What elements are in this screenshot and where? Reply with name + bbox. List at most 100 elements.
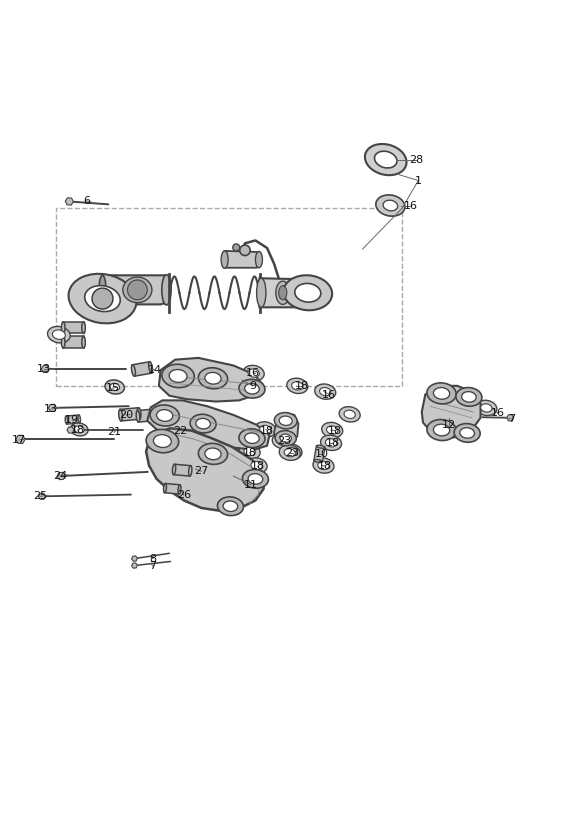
Text: 16: 16: [491, 408, 505, 418]
Ellipse shape: [164, 484, 167, 493]
Ellipse shape: [239, 428, 265, 447]
Ellipse shape: [198, 443, 227, 465]
Ellipse shape: [295, 283, 321, 302]
Ellipse shape: [189, 466, 192, 476]
Ellipse shape: [326, 426, 338, 434]
Ellipse shape: [279, 286, 287, 300]
Text: 17: 17: [12, 435, 26, 445]
Polygon shape: [138, 409, 157, 422]
Text: 10: 10: [315, 449, 329, 459]
Ellipse shape: [178, 485, 181, 494]
Ellipse shape: [128, 280, 147, 300]
Ellipse shape: [162, 274, 171, 305]
Ellipse shape: [61, 336, 65, 348]
Text: 20: 20: [119, 410, 133, 420]
Polygon shape: [57, 472, 65, 480]
Polygon shape: [164, 484, 180, 494]
Ellipse shape: [69, 274, 136, 323]
Ellipse shape: [257, 279, 266, 307]
Ellipse shape: [287, 378, 308, 394]
Ellipse shape: [365, 144, 406, 176]
Polygon shape: [48, 405, 57, 411]
Polygon shape: [159, 358, 262, 401]
Ellipse shape: [284, 448, 296, 456]
Ellipse shape: [150, 405, 180, 426]
Text: 6: 6: [83, 196, 90, 206]
Polygon shape: [67, 427, 74, 433]
Ellipse shape: [245, 383, 259, 394]
Polygon shape: [120, 408, 139, 421]
Ellipse shape: [205, 372, 221, 384]
Ellipse shape: [136, 410, 140, 422]
Text: 16: 16: [404, 200, 418, 210]
Ellipse shape: [61, 322, 65, 334]
Ellipse shape: [322, 423, 343, 438]
Polygon shape: [16, 435, 25, 443]
Ellipse shape: [105, 380, 124, 394]
Polygon shape: [174, 464, 191, 476]
Polygon shape: [224, 250, 259, 268]
Ellipse shape: [149, 362, 153, 373]
Ellipse shape: [196, 419, 210, 428]
Ellipse shape: [283, 275, 332, 311]
Ellipse shape: [314, 460, 322, 462]
Polygon shape: [507, 414, 514, 421]
Text: 9: 9: [249, 381, 256, 391]
Ellipse shape: [325, 438, 337, 447]
Ellipse shape: [255, 251, 262, 268]
Text: 13: 13: [44, 404, 58, 414]
Polygon shape: [103, 275, 167, 304]
Text: 1: 1: [415, 176, 422, 185]
Ellipse shape: [223, 501, 238, 512]
Text: 12: 12: [441, 419, 455, 430]
Text: 22: 22: [173, 426, 187, 436]
Ellipse shape: [123, 277, 152, 302]
Polygon shape: [314, 446, 325, 461]
Ellipse shape: [92, 288, 113, 309]
Ellipse shape: [476, 400, 497, 415]
Ellipse shape: [272, 433, 293, 449]
Text: 23: 23: [286, 447, 300, 457]
Ellipse shape: [173, 464, 175, 475]
Ellipse shape: [276, 281, 290, 304]
Polygon shape: [41, 365, 50, 372]
Ellipse shape: [198, 368, 227, 389]
Polygon shape: [274, 413, 298, 444]
Text: 18: 18: [243, 447, 257, 457]
Ellipse shape: [454, 424, 480, 442]
Polygon shape: [132, 362, 152, 377]
Ellipse shape: [280, 434, 292, 442]
Ellipse shape: [277, 437, 289, 445]
Ellipse shape: [248, 369, 259, 377]
Ellipse shape: [339, 407, 360, 422]
Ellipse shape: [462, 391, 476, 402]
Ellipse shape: [131, 365, 135, 377]
Ellipse shape: [65, 416, 68, 424]
Ellipse shape: [279, 416, 292, 425]
Ellipse shape: [344, 410, 355, 419]
Ellipse shape: [460, 428, 475, 438]
Text: 18: 18: [260, 426, 274, 436]
Text: 28: 28: [409, 155, 424, 165]
Ellipse shape: [319, 387, 331, 396]
Text: 26: 26: [177, 490, 191, 500]
Ellipse shape: [315, 384, 336, 400]
Text: 27: 27: [194, 466, 209, 476]
Text: 8: 8: [149, 554, 157, 564]
Ellipse shape: [456, 387, 482, 406]
Polygon shape: [38, 494, 45, 499]
Ellipse shape: [383, 200, 398, 211]
Ellipse shape: [275, 413, 297, 429]
Text: 18: 18: [328, 426, 342, 436]
Ellipse shape: [313, 458, 334, 473]
Polygon shape: [63, 322, 83, 334]
Text: 7: 7: [508, 414, 515, 424]
Ellipse shape: [239, 444, 260, 459]
Ellipse shape: [85, 286, 120, 311]
Ellipse shape: [78, 415, 80, 423]
Ellipse shape: [82, 336, 85, 348]
Ellipse shape: [246, 458, 267, 473]
Ellipse shape: [376, 195, 405, 216]
Ellipse shape: [374, 151, 397, 168]
Ellipse shape: [433, 424, 449, 436]
